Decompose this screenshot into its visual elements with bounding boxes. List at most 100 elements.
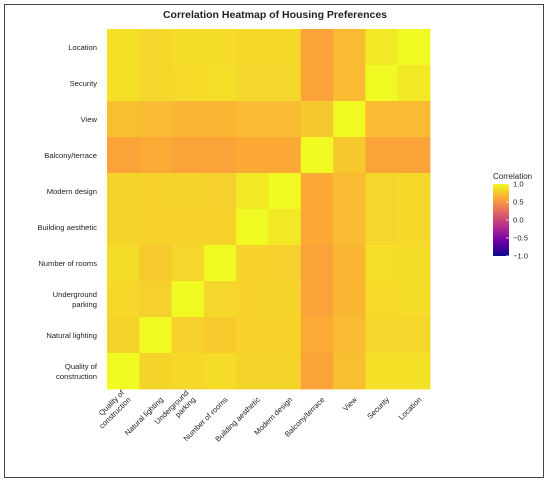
heatmap-cell-r3-c4 xyxy=(236,137,269,174)
heatmap-cell-r8-c8 xyxy=(365,317,399,354)
heatmap-cell-r9-c1 xyxy=(139,353,172,390)
heatmap-cell-r8-c4 xyxy=(236,317,269,354)
heatmap-cell-r6-c6 xyxy=(300,245,334,282)
color-bar-tick-label: −0.5 xyxy=(513,234,528,243)
heatmap-cell-r2-c7 xyxy=(333,101,366,138)
heatmap-cell-r2-c9 xyxy=(397,101,431,138)
heatmap-cell-r3-c7 xyxy=(333,137,366,174)
x-tick-label: Location xyxy=(397,395,424,422)
heatmap-cell-r6-c2 xyxy=(171,245,205,282)
color-bar-tick-label: 0.0 xyxy=(513,216,524,225)
heatmap-cell-r1-c3 xyxy=(203,65,237,102)
heatmap-cell-r1-c1 xyxy=(139,65,172,102)
heatmap-cell-r9-c6 xyxy=(300,353,334,390)
heatmap-cell-r2-c5 xyxy=(268,101,302,138)
heatmap-cell-r4-c4 xyxy=(236,173,269,210)
heatmap-cell-r0-c7 xyxy=(333,29,366,66)
legend-title: Correlation xyxy=(493,172,533,181)
y-tick-label: parking xyxy=(72,300,97,309)
heatmap-cell-r5-c5 xyxy=(268,209,302,246)
chart-title: Correlation Heatmap of Housing Preferenc… xyxy=(162,9,388,21)
y-tick-label: Quality of xyxy=(65,362,98,371)
y-tick-label: Modern design xyxy=(47,187,97,196)
heatmap-cell-r3-c0 xyxy=(107,137,140,174)
color-bar xyxy=(493,184,509,256)
heatmap-cell-r7-c5 xyxy=(268,281,302,318)
heatmap-cell-r0-c4 xyxy=(236,29,269,66)
heatmap-cell-r6-c7 xyxy=(333,245,366,282)
heatmap-cell-r7-c1 xyxy=(139,281,172,318)
heatmap-cell-r7-c6 xyxy=(300,281,334,318)
heatmap-cells xyxy=(107,29,431,390)
heatmap-cell-r3-c8 xyxy=(365,137,399,174)
y-tick-labels: Location Security View Balcony/terrace Moder… xyxy=(37,43,97,381)
heatmap-cell-r9-c9 xyxy=(397,353,431,390)
heatmap-cell-r8-c5 xyxy=(268,317,302,354)
heatmap-cell-r4-c6 xyxy=(300,173,334,210)
heatmap-cell-r4-c1 xyxy=(139,173,172,210)
heatmap-cell-r0-c0 xyxy=(107,29,140,66)
heatmap-cell-r4-c0 xyxy=(107,173,140,210)
heatmap-cell-r5-c2 xyxy=(171,209,205,246)
heatmap-cell-r5-c9 xyxy=(397,209,431,246)
heatmap-cell-r8-c1 xyxy=(139,317,172,354)
heatmap-cell-r1-c5 xyxy=(268,65,302,102)
x-tick-label: View xyxy=(341,395,359,413)
heatmap-cell-r4-c5 xyxy=(268,173,302,210)
heatmap-cell-r4-c8 xyxy=(365,173,399,210)
heatmap-cell-r5-c1 xyxy=(139,209,172,246)
heatmap-cell-r2-c6 xyxy=(300,101,334,138)
heatmap-cell-r7-c4 xyxy=(236,281,269,318)
heatmap-cell-r6-c8 xyxy=(365,245,399,282)
heatmap-cell-r0-c6 xyxy=(300,29,334,66)
heatmap-cell-r2-c1 xyxy=(139,101,172,138)
color-legend: 1.0 0.5 0.0 −0.5 −1.0 xyxy=(493,180,528,261)
heatmap-cell-r4-c2 xyxy=(171,173,205,210)
heatmap-cell-r7-c0 xyxy=(107,281,140,318)
y-tick-label: construction xyxy=(56,372,97,381)
heatmap-cell-r7-c3 xyxy=(203,281,237,318)
heatmap-cell-r6-c3 xyxy=(203,245,237,282)
heatmap-cell-r5-c0 xyxy=(107,209,140,246)
heatmap-cell-r4-c7 xyxy=(333,173,366,210)
heatmap-cell-r8-c0 xyxy=(107,317,140,354)
y-tick-label: Balcony/terrace xyxy=(44,151,97,160)
heatmap-cell-r7-c8 xyxy=(365,281,399,318)
heatmap-cell-r1-c7 xyxy=(333,65,366,102)
color-bar-tick-label: 0.5 xyxy=(513,198,524,207)
heatmap-cell-r2-c8 xyxy=(365,101,399,138)
heatmap-cell-r8-c3 xyxy=(203,317,237,354)
heatmap-cell-r6-c0 xyxy=(107,245,140,282)
heatmap-cell-r3-c5 xyxy=(268,137,302,174)
heatmap-cell-r1-c2 xyxy=(171,65,205,102)
heatmap-cell-r8-c2 xyxy=(171,317,205,354)
heatmap-cell-r0-c8 xyxy=(365,29,399,66)
heatmap-cell-r7-c7 xyxy=(333,281,366,318)
y-tick-label: View xyxy=(81,115,98,124)
heatmap-cell-r1-c0 xyxy=(107,65,140,102)
x-tick-label-group: Location xyxy=(397,395,424,422)
heatmap-cell-r9-c8 xyxy=(365,353,399,390)
heatmap-cell-r6-c5 xyxy=(268,245,302,282)
heatmap-cell-r9-c3 xyxy=(203,353,237,390)
heatmap-cell-r5-c4 xyxy=(236,209,269,246)
heatmap-cell-r3-c6 xyxy=(300,137,334,174)
heatmap-cell-r4-c3 xyxy=(203,173,237,210)
heatmap-cell-r0-c3 xyxy=(203,29,237,66)
heatmap-cell-r8-c9 xyxy=(397,317,431,354)
heatmap-cell-r0-c5 xyxy=(268,29,302,66)
heatmap-cell-r3-c3 xyxy=(203,137,237,174)
heatmap-cell-r5-c3 xyxy=(203,209,237,246)
y-tick-label: Natural lighting xyxy=(46,331,97,340)
y-tick-label: Building aesthetic xyxy=(37,223,97,232)
heatmap-cell-r7-c2 xyxy=(171,281,205,318)
heatmap-cell-r4-c9 xyxy=(397,173,431,210)
heatmap-cell-r7-c9 xyxy=(397,281,431,318)
heatmap-cell-r2-c2 xyxy=(171,101,205,138)
x-tick-label-group: Security xyxy=(365,395,391,421)
heatmap-cell-r9-c2 xyxy=(171,353,205,390)
